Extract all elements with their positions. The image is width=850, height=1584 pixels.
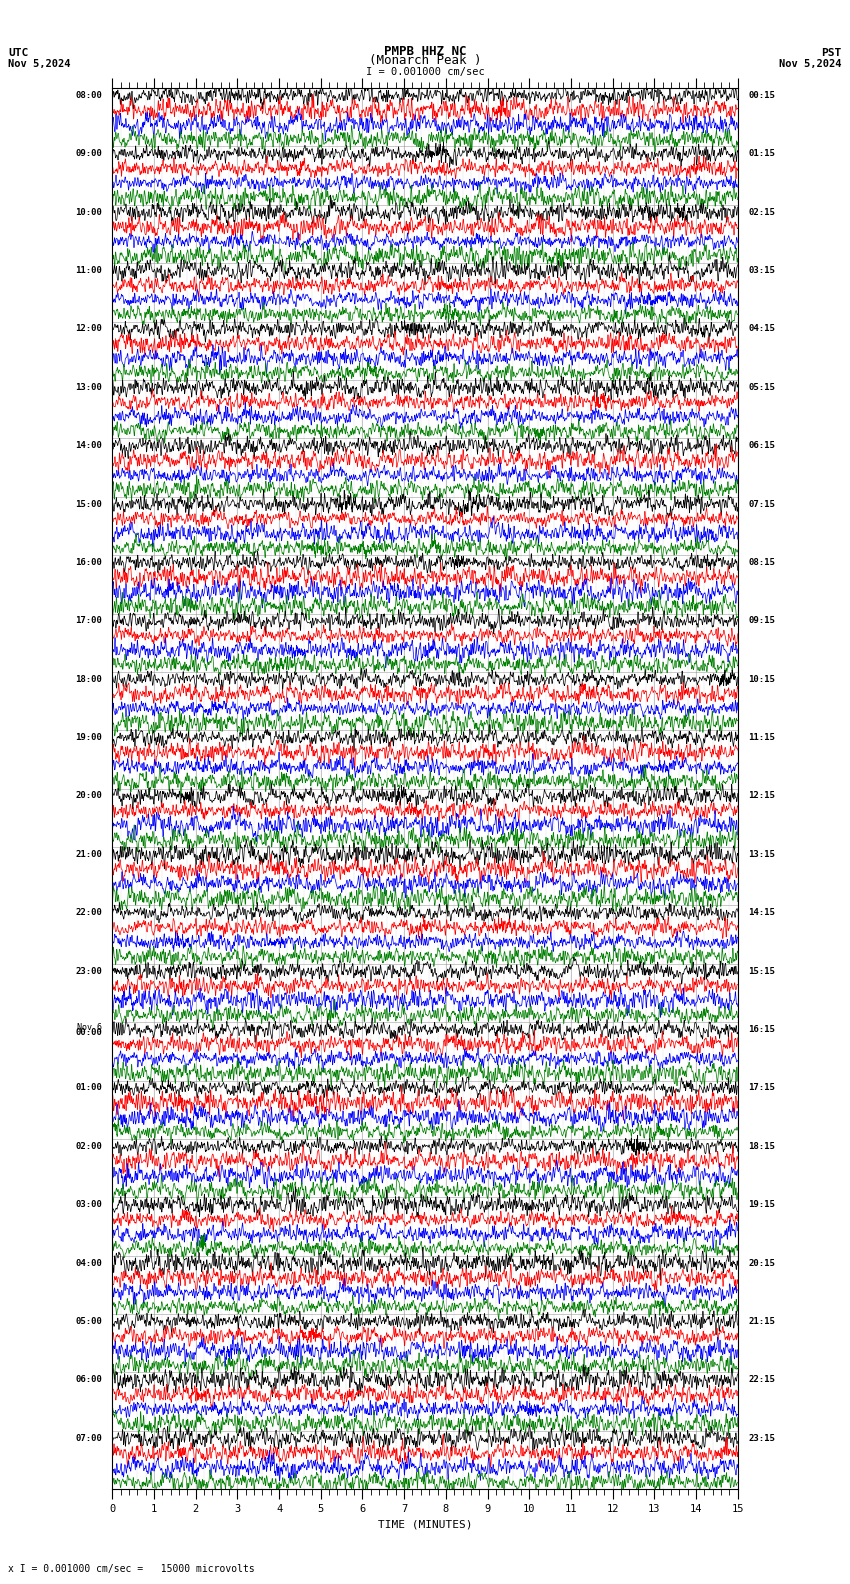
Text: 18:15: 18:15 — [748, 1142, 775, 1150]
Text: PMPB HHZ NC: PMPB HHZ NC — [383, 44, 467, 57]
Text: 11:00: 11:00 — [75, 266, 102, 276]
Text: 00:15: 00:15 — [748, 90, 775, 100]
Text: 23:00: 23:00 — [75, 966, 102, 976]
Text: 08:00: 08:00 — [75, 90, 102, 100]
Text: UTC: UTC — [8, 48, 29, 57]
Text: 09:00: 09:00 — [75, 149, 102, 158]
Text: 18:00: 18:00 — [75, 675, 102, 684]
Text: 04:15: 04:15 — [748, 325, 775, 333]
Text: 07:15: 07:15 — [748, 499, 775, 508]
Text: 06:00: 06:00 — [75, 1375, 102, 1384]
Text: 15:00: 15:00 — [75, 499, 102, 508]
Text: 14:15: 14:15 — [748, 908, 775, 917]
Text: 20:00: 20:00 — [75, 792, 102, 800]
Text: 17:15: 17:15 — [748, 1083, 775, 1093]
Text: 21:00: 21:00 — [75, 851, 102, 859]
Text: 20:15: 20:15 — [748, 1259, 775, 1267]
Text: 15:15: 15:15 — [748, 966, 775, 976]
Text: Nov 6: Nov 6 — [77, 1023, 102, 1031]
Text: 16:00: 16:00 — [75, 558, 102, 567]
Text: 02:00: 02:00 — [75, 1142, 102, 1150]
Text: 08:15: 08:15 — [748, 558, 775, 567]
Text: 05:15: 05:15 — [748, 383, 775, 391]
Text: 19:15: 19:15 — [748, 1201, 775, 1209]
Text: I = 0.001000 cm/sec: I = 0.001000 cm/sec — [366, 67, 484, 76]
Text: 10:00: 10:00 — [75, 208, 102, 217]
Text: 22:15: 22:15 — [748, 1375, 775, 1384]
Text: 06:15: 06:15 — [748, 442, 775, 450]
Text: 01:00: 01:00 — [75, 1083, 102, 1093]
Text: 01:15: 01:15 — [748, 149, 775, 158]
Text: 14:00: 14:00 — [75, 442, 102, 450]
Text: PST: PST — [821, 48, 842, 57]
Text: 12:15: 12:15 — [748, 792, 775, 800]
Text: 13:15: 13:15 — [748, 851, 775, 859]
Text: x I = 0.001000 cm/sec =   15000 microvolts: x I = 0.001000 cm/sec = 15000 microvolts — [8, 1565, 255, 1574]
Text: 11:15: 11:15 — [748, 733, 775, 741]
Text: (Monarch Peak ): (Monarch Peak ) — [369, 54, 481, 67]
Text: 07:00: 07:00 — [75, 1434, 102, 1443]
Text: 12:00: 12:00 — [75, 325, 102, 333]
Text: 19:00: 19:00 — [75, 733, 102, 741]
Text: 09:15: 09:15 — [748, 616, 775, 626]
Text: 03:15: 03:15 — [748, 266, 775, 276]
Text: Nov 5,2024: Nov 5,2024 — [8, 59, 71, 68]
Text: 04:00: 04:00 — [75, 1259, 102, 1267]
X-axis label: TIME (MINUTES): TIME (MINUTES) — [377, 1519, 473, 1530]
Text: 17:00: 17:00 — [75, 616, 102, 626]
Text: 16:15: 16:15 — [748, 1025, 775, 1034]
Text: Nov 5,2024: Nov 5,2024 — [779, 59, 842, 68]
Text: 13:00: 13:00 — [75, 383, 102, 391]
Text: 10:15: 10:15 — [748, 675, 775, 684]
Text: 00:00: 00:00 — [75, 1028, 102, 1038]
Text: 21:15: 21:15 — [748, 1316, 775, 1326]
Text: 23:15: 23:15 — [748, 1434, 775, 1443]
Text: 02:15: 02:15 — [748, 208, 775, 217]
Text: 03:00: 03:00 — [75, 1201, 102, 1209]
Text: 05:00: 05:00 — [75, 1316, 102, 1326]
Text: 22:00: 22:00 — [75, 908, 102, 917]
